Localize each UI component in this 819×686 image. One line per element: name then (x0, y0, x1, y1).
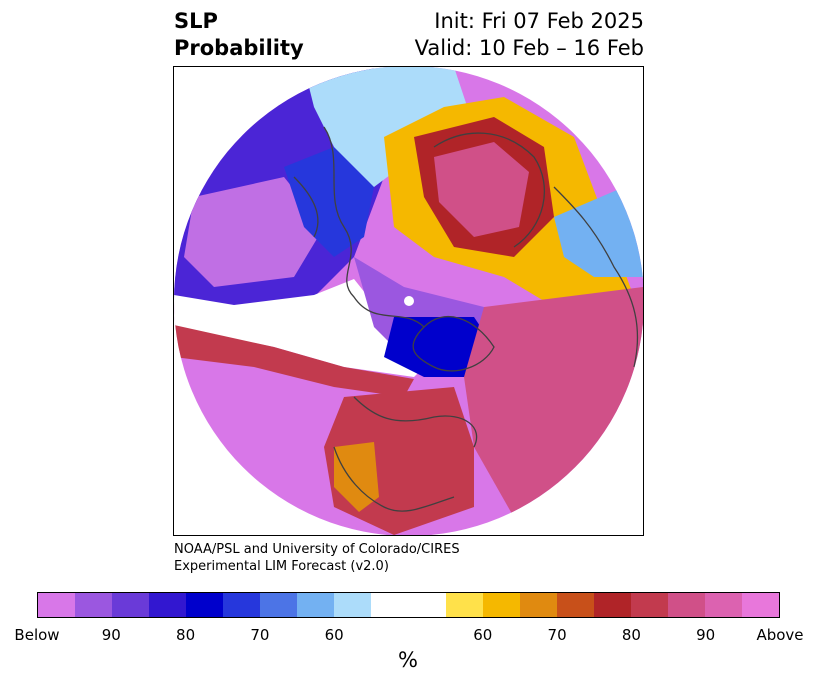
colorbar-tick-label: Below (14, 626, 60, 644)
colorbar-segment (297, 593, 335, 617)
colorbar-segment (667, 593, 705, 617)
colorbar-tick-label: 70 (547, 626, 567, 644)
colorbar-tick-label: Above (756, 626, 804, 644)
pacific-band-white (174, 279, 424, 377)
north-pacific-core (184, 177, 324, 287)
colorbar-segment (593, 593, 631, 617)
colorbar-segment (482, 593, 520, 617)
map-panel (173, 66, 644, 536)
arctic-light-blue (304, 67, 474, 187)
colorbar-segment (112, 593, 150, 617)
colorbar-unit: % (398, 648, 418, 672)
colorbar-tick-label: 90 (101, 626, 121, 644)
colorbar-tick-label: 60 (473, 626, 493, 644)
polar-map (174, 67, 643, 535)
title-variable: SLP (174, 9, 218, 33)
colorbar (37, 592, 780, 618)
credit-line-1: NOAA/PSL and University of Colorado/CIRE… (174, 542, 460, 557)
colorbar-segment (75, 593, 113, 617)
us-west-orange (334, 442, 379, 512)
pacific-band-red (174, 325, 414, 397)
colorbar-tick-label: 80 (621, 626, 641, 644)
credit: NOAA/PSL and University of Colorado/CIRE… (174, 541, 460, 575)
colorbar-tick-label: 90 (696, 626, 716, 644)
colorbar-segment (260, 593, 298, 617)
colorbar-segment (371, 593, 446, 617)
alaska-blue (284, 147, 374, 257)
colorbar-segment (445, 593, 483, 617)
colorbar-segment (38, 593, 76, 617)
colorbar-tick-label: 80 (176, 626, 196, 644)
colorbar-segment (630, 593, 668, 617)
colorbar-segment (334, 593, 372, 617)
title-right: Init: Fri 07 Feb 2025 Valid: 10 Feb – 16… (415, 8, 644, 62)
colorbar-segment (741, 593, 779, 617)
hudson-bay-below (384, 317, 494, 377)
colorbar-tick-label: 60 (324, 626, 344, 644)
colorbar-tick-label: 70 (250, 626, 270, 644)
title-product: Probability (174, 36, 304, 60)
title-left: SLP Probability (174, 8, 304, 62)
colorbar-segment (519, 593, 557, 617)
north-pole (404, 296, 414, 306)
coastlines (293, 126, 639, 512)
credit-line-2: Experimental LIM Forecast (v2.0) (174, 559, 389, 574)
barents-core (434, 142, 529, 237)
colorbar-segment (186, 593, 224, 617)
colorbar-segment (704, 593, 742, 617)
valid-range: Valid: 10 Feb – 16 Feb (414, 36, 644, 60)
colorbar-segment (556, 593, 594, 617)
colorbar-segment (223, 593, 261, 617)
init-date: Init: Fri 07 Feb 2025 (434, 9, 644, 33)
colorbar-segment (149, 593, 187, 617)
